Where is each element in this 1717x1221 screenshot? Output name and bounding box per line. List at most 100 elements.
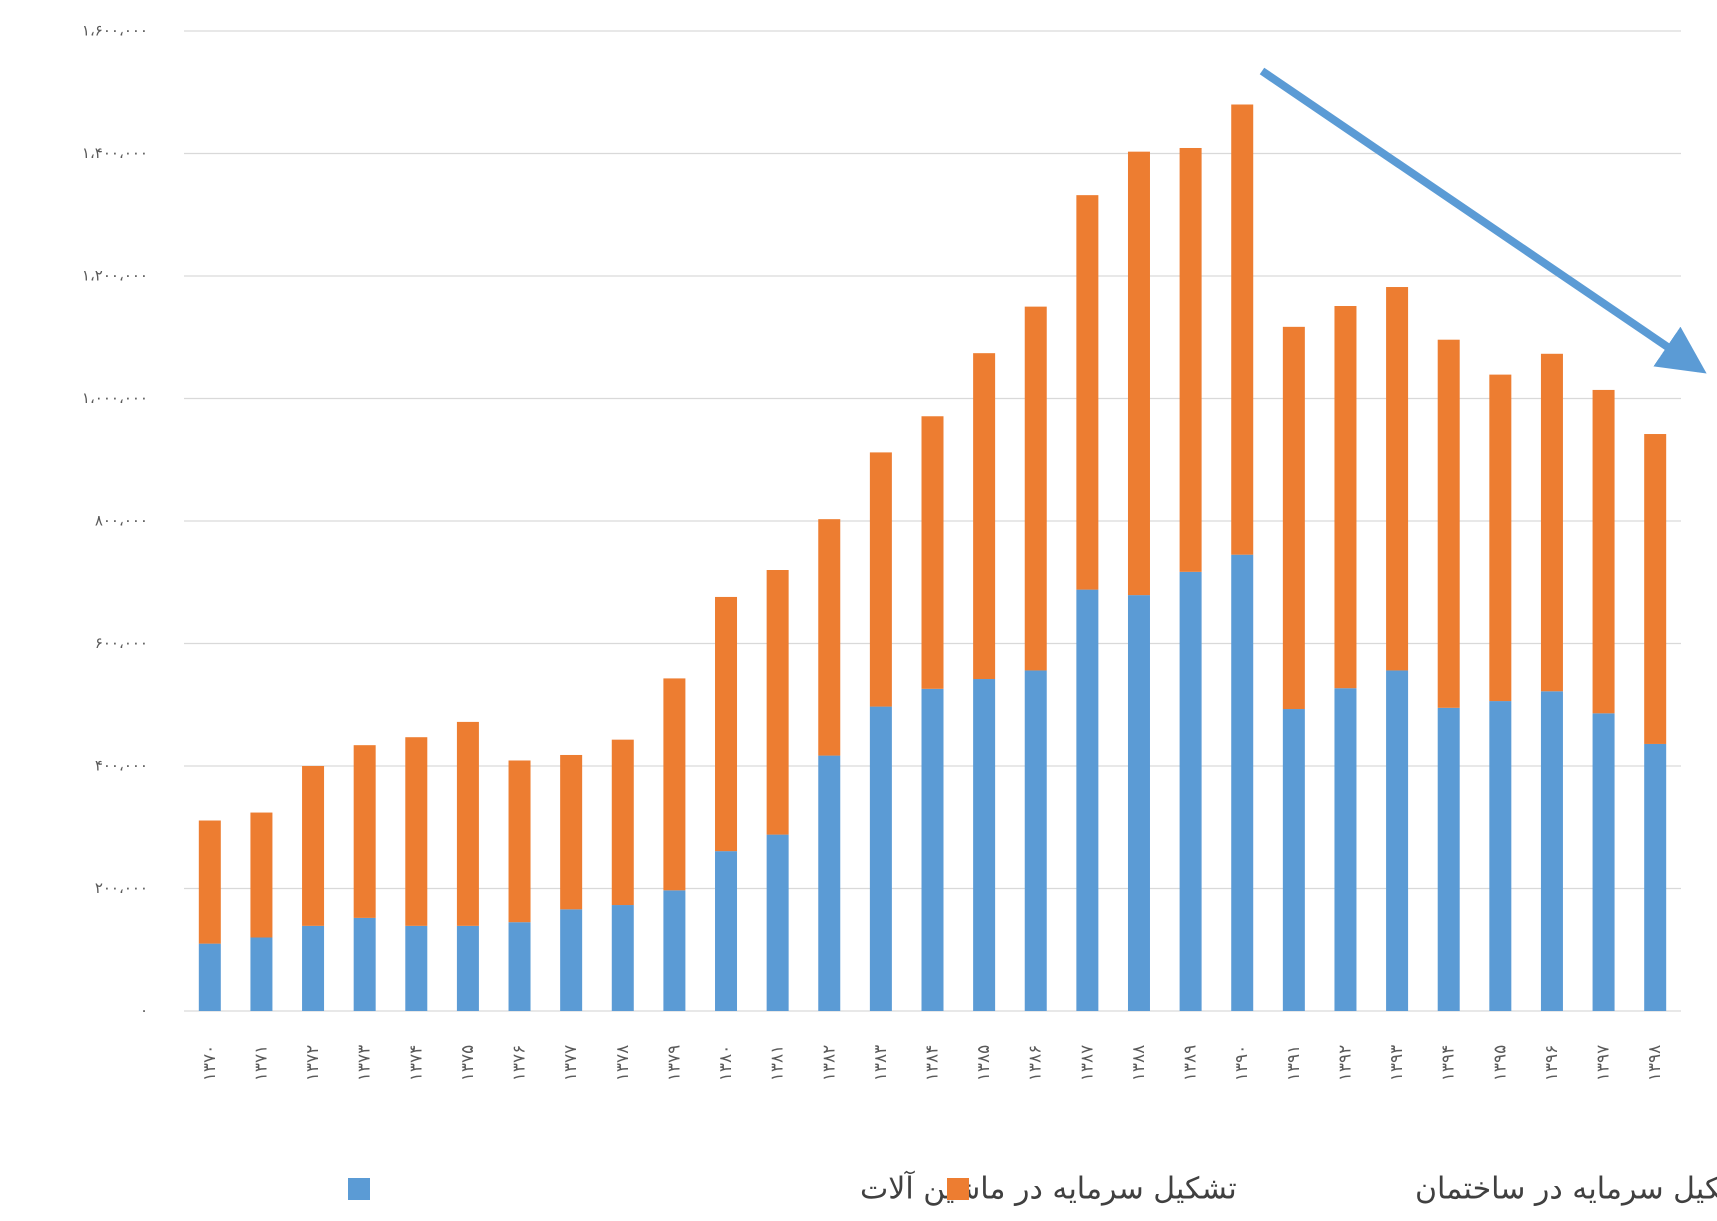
x-tick-label: ۱۳۷۷	[561, 1045, 581, 1082]
bar-segment	[560, 754, 583, 910]
bar-segment	[1127, 151, 1150, 596]
bar-segment	[1231, 554, 1254, 1011]
bar-segment	[1024, 670, 1047, 1011]
bar-segment	[1644, 434, 1667, 744]
bar-segment	[1386, 287, 1409, 671]
bar-segment	[1386, 670, 1409, 1011]
x-tick-label: ۱۳۹۷	[1594, 1045, 1614, 1082]
bar-segment	[456, 925, 479, 1011]
bar-segment	[715, 596, 738, 852]
bar-segment	[1127, 595, 1150, 1011]
x-tick-label: ۱۳۹۵	[1490, 1045, 1510, 1082]
x-tick-label: ۱۳۷۴	[406, 1045, 426, 1082]
y-tick-label: ۱،۲۰۰،۰۰۰	[82, 267, 148, 285]
x-tick-label: ۱۳۹۰	[1232, 1045, 1252, 1082]
x-tick-label: ۱۳۸۵	[974, 1045, 994, 1082]
x-tick-label: ۱۳۹۳	[1387, 1045, 1407, 1082]
x-tick-label: ۱۳۸۷	[1077, 1045, 1097, 1082]
bar-segment	[1489, 374, 1512, 702]
x-tick-label: ۱۳۸۱	[768, 1045, 788, 1082]
x-tick-label: ۱۳۹۶	[1542, 1045, 1562, 1082]
bar-segment	[198, 820, 221, 944]
bar-segment	[353, 745, 376, 918]
x-tick-label: ۱۳۹۲	[1335, 1045, 1355, 1082]
legend-swatch	[947, 1178, 969, 1200]
bar-segment	[1644, 743, 1667, 1011]
bar-segment	[1437, 707, 1460, 1011]
bar-segment	[1231, 104, 1254, 555]
x-tick-label: ۱۳۹۴	[1439, 1045, 1459, 1082]
legend-label: تشکیل سرمایه در ماشین آلات	[860, 1171, 1237, 1207]
bar-segment	[1540, 691, 1563, 1011]
bar-segment	[1282, 326, 1305, 710]
bar-segment	[715, 851, 738, 1011]
legend-label: تشکیل سرمایه در ساختمان	[1415, 1172, 1717, 1207]
bar-segment	[766, 834, 789, 1011]
x-tick-label: ۱۳۸۹	[1181, 1045, 1201, 1082]
x-tick-label: ۱۳۸۲	[819, 1045, 839, 1082]
bar-segment	[508, 760, 531, 923]
y-tick-label: ۱،۶۰۰،۰۰۰	[82, 22, 148, 40]
bar-segment	[302, 925, 325, 1011]
bar-segment	[1024, 306, 1047, 671]
bar-segment	[869, 452, 892, 707]
bar-segment	[921, 688, 944, 1011]
x-tick-label: ۱۳۷۵	[458, 1045, 478, 1082]
x-tick-label: ۱۳۷۲	[303, 1045, 323, 1082]
bar-segment	[1179, 147, 1202, 572]
bar-segment	[1592, 389, 1615, 714]
bar-segment	[973, 353, 996, 680]
bar-segment	[1076, 589, 1099, 1011]
bar-segment	[1592, 713, 1615, 1011]
x-tick-label: ۱۳۷۶	[510, 1045, 530, 1082]
bar-segment	[1334, 688, 1357, 1011]
legend-swatch	[348, 1178, 370, 1200]
y-tick-label: ۲۰۰،۰۰۰	[95, 879, 148, 897]
bar-segment	[1437, 339, 1460, 708]
bar-segment	[869, 706, 892, 1011]
bar-segment	[560, 909, 583, 1011]
x-tick-label: ۱۳۷۹	[664, 1045, 684, 1082]
y-tick-label: ۶۰۰،۰۰۰	[95, 634, 148, 652]
x-tick-label: ۱۳۷۱	[251, 1045, 271, 1082]
bar-segment	[1489, 701, 1512, 1011]
x-tick-label: ۱۳۸۶	[1026, 1045, 1046, 1082]
x-tick-label: ۱۳۷۰	[200, 1045, 220, 1082]
bar-segment	[1540, 353, 1563, 692]
bar-segment	[250, 812, 273, 938]
bar-segment	[921, 416, 944, 689]
bar-segment	[611, 905, 634, 1011]
bar-segment	[818, 755, 841, 1011]
bar-segment	[766, 570, 789, 835]
x-tick-label: ۱۳۸۳	[871, 1045, 891, 1082]
bar-segment	[198, 943, 221, 1011]
bar-segment	[508, 922, 531, 1011]
bar-segment	[663, 678, 686, 891]
bar-segment	[1076, 195, 1099, 590]
bar-segment	[405, 737, 428, 926]
x-tick-label: ۱۳۹۱	[1284, 1045, 1304, 1082]
bar-segment	[818, 519, 841, 756]
x-tick-label: ۱۳۸۸	[1129, 1045, 1149, 1082]
bar-segment	[1179, 571, 1202, 1011]
y-tick-label: ۴۰۰،۰۰۰	[95, 757, 148, 775]
x-tick-label: ۱۳۷۸	[613, 1045, 633, 1082]
x-tick-label: ۱۳۸۴	[923, 1045, 943, 1082]
x-tick-label: ۱۳۹۸	[1645, 1045, 1665, 1082]
bar-segment	[973, 679, 996, 1011]
y-tick-label: ۱،۰۰۰،۰۰۰	[82, 389, 148, 407]
x-tick-label: ۱۳۸۰	[716, 1045, 736, 1082]
x-tick-label: ۱۳۷۳	[355, 1045, 375, 1082]
y-tick-label: ۸۰۰،۰۰۰	[95, 512, 148, 530]
bar-segment	[1282, 709, 1305, 1011]
bar-segment	[611, 739, 634, 906]
y-tick-label: ۱،۴۰۰،۰۰۰	[82, 144, 148, 162]
bar-segment	[405, 925, 428, 1011]
bar-segment	[302, 766, 325, 926]
bar-segment	[353, 917, 376, 1011]
bar-segment	[1334, 306, 1357, 689]
y-tick-label: ۰	[140, 1002, 148, 1020]
trend-arrow	[1259, 67, 1707, 374]
bar-segment	[456, 721, 479, 926]
